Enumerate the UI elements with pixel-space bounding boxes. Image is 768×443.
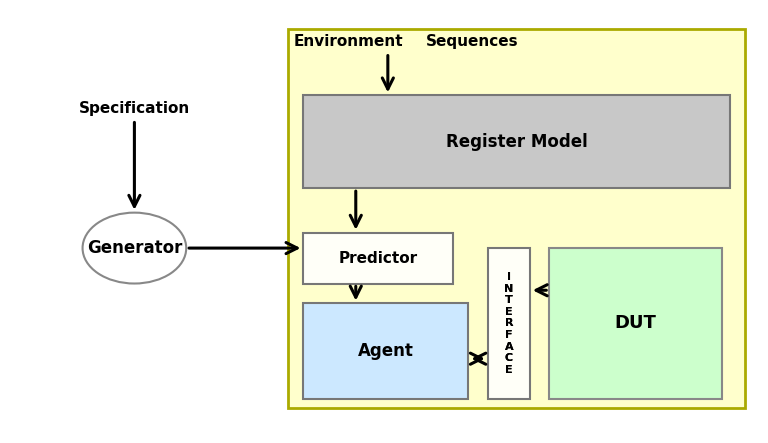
FancyBboxPatch shape <box>488 248 530 399</box>
FancyBboxPatch shape <box>303 303 468 399</box>
Text: Sequences: Sequences <box>426 34 519 49</box>
Text: I
N
T
E
R
F
A
C
E: I N T E R F A C E <box>504 272 514 375</box>
FancyBboxPatch shape <box>303 95 730 188</box>
FancyBboxPatch shape <box>303 233 453 284</box>
Text: Predictor: Predictor <box>339 251 418 265</box>
FancyBboxPatch shape <box>288 29 745 408</box>
Text: Agent: Agent <box>358 342 414 360</box>
Ellipse shape <box>82 213 186 284</box>
Text: I
N
T
E
R
F
A
C
E: I N T E R F A C E <box>504 272 514 375</box>
Text: DUT: DUT <box>614 315 657 332</box>
Text: Generator: Generator <box>87 239 182 257</box>
Text: Environment: Environment <box>293 34 403 49</box>
Text: Register Model: Register Model <box>445 133 588 151</box>
FancyBboxPatch shape <box>549 248 722 399</box>
Text: Specification: Specification <box>79 101 190 116</box>
